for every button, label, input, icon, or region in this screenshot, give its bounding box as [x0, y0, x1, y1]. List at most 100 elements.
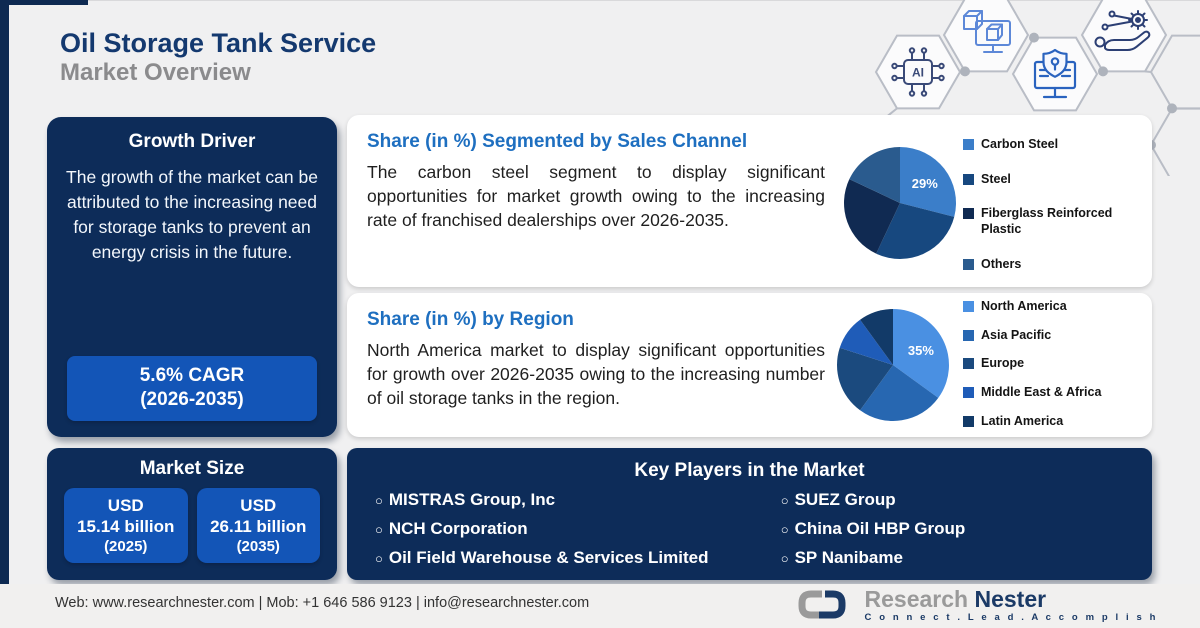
region-body: North America market to display signific…: [367, 340, 825, 408]
value-label: 15.14 billion: [77, 517, 175, 537]
page-title: Oil Storage Tank Service: [60, 28, 377, 58]
legend-swatch: [963, 358, 974, 370]
region-heading: Share (in %) by Region: [367, 309, 574, 330]
legend-label: Fiberglass Reinforced Plastic: [981, 206, 1113, 236]
year-label: (2025): [104, 537, 148, 555]
market-size-heading: Market Size: [139, 458, 245, 479]
svg-text:AI: AI: [912, 66, 924, 80]
key-players-heading: Key Players in the Market: [634, 460, 865, 481]
hexagon-decoration: AI: [865, 0, 1200, 176]
legend-item: Carbon Steel: [963, 137, 1147, 153]
legend-swatch: [963, 415, 974, 427]
node-dot: [960, 66, 970, 77]
growth-driver-panel: Growth Driver The growth of the market c…: [47, 117, 337, 437]
automation-hand-gear-icon: [1094, 10, 1151, 51]
region-pie-chart: 35%: [837, 309, 949, 421]
top-frame-bar: [0, 0, 88, 5]
brand-words: Research Nester C o n n e c t . L e a d …: [864, 585, 1159, 623]
secure-monitor-icon: [1033, 48, 1077, 99]
sales-channel-body: The carbon steel segment to display sign…: [367, 162, 825, 230]
research-nester-logo: Research Nester C o n n e c t . L e a d …: [795, 586, 1159, 624]
legend-swatch: [963, 139, 974, 150]
pie-slice-steel: [876, 203, 955, 259]
brand-word-nester: Nester: [974, 585, 1047, 612]
pie-slice-north-america: [893, 309, 949, 398]
legend-label: Middle East & Africa: [981, 384, 1102, 399]
legend-label: North America: [981, 299, 1067, 313]
pie-slice-others: [849, 147, 900, 203]
legend-swatch: [963, 386, 974, 398]
pie-percent-label: 29%: [912, 176, 938, 191]
market-size-panel: Market Size USD 15.14 billion (2025) USD…: [47, 448, 337, 580]
key-player-item: MISTRAS Group, Inc: [375, 490, 781, 510]
market-size-values: USD 15.14 billion (2025) USD 26.11 billi…: [47, 488, 337, 564]
left-frame-bar: [0, 0, 9, 584]
legend-swatch: [963, 173, 974, 185]
pie-slice-europe: [837, 347, 893, 411]
pie-slice-latin-america: [860, 309, 893, 365]
legend-item: Others: [963, 257, 1147, 273]
pie-slice-fiberglass-reinforced-plastic: [844, 179, 900, 254]
3d-modeling-monitor-icon: [963, 10, 1011, 53]
key-player-item: SP Nanibame: [781, 548, 1140, 568]
region-legend: North America Asia Pacific Europe Middle Ea…: [963, 299, 1147, 429]
pie-slice-middle-east-africa: [839, 319, 893, 365]
pie-slice-carbon-steel: [900, 147, 957, 217]
market-size-2025-badge: USD 15.14 billion (2025): [64, 488, 188, 564]
top-hairline: [0, 0, 1200, 1]
brand-word-research: Research: [864, 585, 969, 612]
brand-tagline: C o n n e c t . L e a d . A c c o m p l …: [864, 611, 1158, 623]
chain-link-logo-icon: [798, 590, 845, 619]
cagr-value: 5.6% CAGR: [139, 364, 245, 386]
cagr-badge: 5.6% CAGR (2026-2035): [67, 355, 317, 421]
legend-swatch: [963, 329, 974, 341]
connector-line: [1144, 70, 1152, 73]
pie-percent-label: 35%: [908, 343, 934, 358]
hexagon-outline: [1080, 0, 1168, 73]
growth-driver-heading: Growth Driver: [128, 131, 256, 152]
key-player-item: China Oil HBP Group: [781, 519, 1140, 539]
legend-label: Steel: [981, 171, 1011, 186]
legend-item: Asia Pacific: [963, 328, 1147, 344]
key-player-item: SUEZ Group: [781, 490, 1140, 510]
legend-item: North America: [963, 299, 1147, 315]
legend-swatch: [963, 208, 974, 220]
year-label: (2035): [236, 537, 280, 555]
market-size-2035-badge: USD 26.11 billion (2035): [196, 488, 320, 564]
growth-driver-body: The growth of the market can be attribut…: [66, 167, 318, 262]
key-player-item: Oil Field Warehouse & Services Limited: [375, 548, 781, 568]
legend-swatch: [963, 258, 974, 270]
header: Oil Storage Tank Service Market Overview: [60, 28, 376, 88]
legend-label: Latin America: [981, 413, 1064, 428]
legend-label: Asia Pacific: [981, 327, 1052, 342]
footer: Web: www.researchnester.com | Mob: +1 64…: [0, 584, 1200, 628]
hexagon-outline: [1149, 107, 1200, 176]
legend-item: Latin America: [963, 414, 1147, 430]
node-dot: [1167, 103, 1177, 114]
legend-swatch: [963, 301, 974, 312]
legend-item: Middle East & Africa: [963, 385, 1147, 401]
currency-label: USD: [107, 496, 144, 515]
currency-label: USD: [240, 496, 277, 515]
sales-channel-card: Share (in %) Segmented by Sales Channel …: [347, 115, 1152, 287]
region-card: Share (in %) by Region North America mar…: [347, 293, 1152, 437]
key-players-columns: MISTRAS Group, Inc NCH Corporation Oil F…: [347, 490, 1152, 577]
cagr-period: (2026-2035): [140, 389, 244, 411]
legend-label: Europe: [981, 356, 1025, 371]
page-subtitle: Market Overview: [60, 59, 251, 87]
key-players-column-1: MISTRAS Group, Inc NCH Corporation Oil F…: [359, 490, 781, 577]
value-label: 26.11 billion: [210, 517, 307, 537]
node-dot: [1098, 66, 1108, 77]
legend-label: Carbon Steel: [981, 137, 1059, 151]
sales-channel-legend: Carbon Steel Steel Fiberglass Reinforced P…: [963, 137, 1147, 272]
legend-item: Fiberglass Reinforced Plastic: [963, 206, 1147, 237]
legend-label: Others: [981, 256, 1022, 271]
legend-item: Europe: [963, 356, 1147, 372]
sales-channel-pie-chart: 29%: [844, 147, 957, 259]
footer-contact-text: Web: www.researchnester.com | Mob: +1 64…: [55, 595, 590, 611]
key-player-item: NCH Corporation: [375, 519, 781, 539]
ai-chip-icon: AI: [891, 47, 945, 97]
legend-item: Steel: [963, 172, 1147, 188]
sales-channel-heading: Share (in %) Segmented by Sales Channel: [367, 131, 748, 152]
